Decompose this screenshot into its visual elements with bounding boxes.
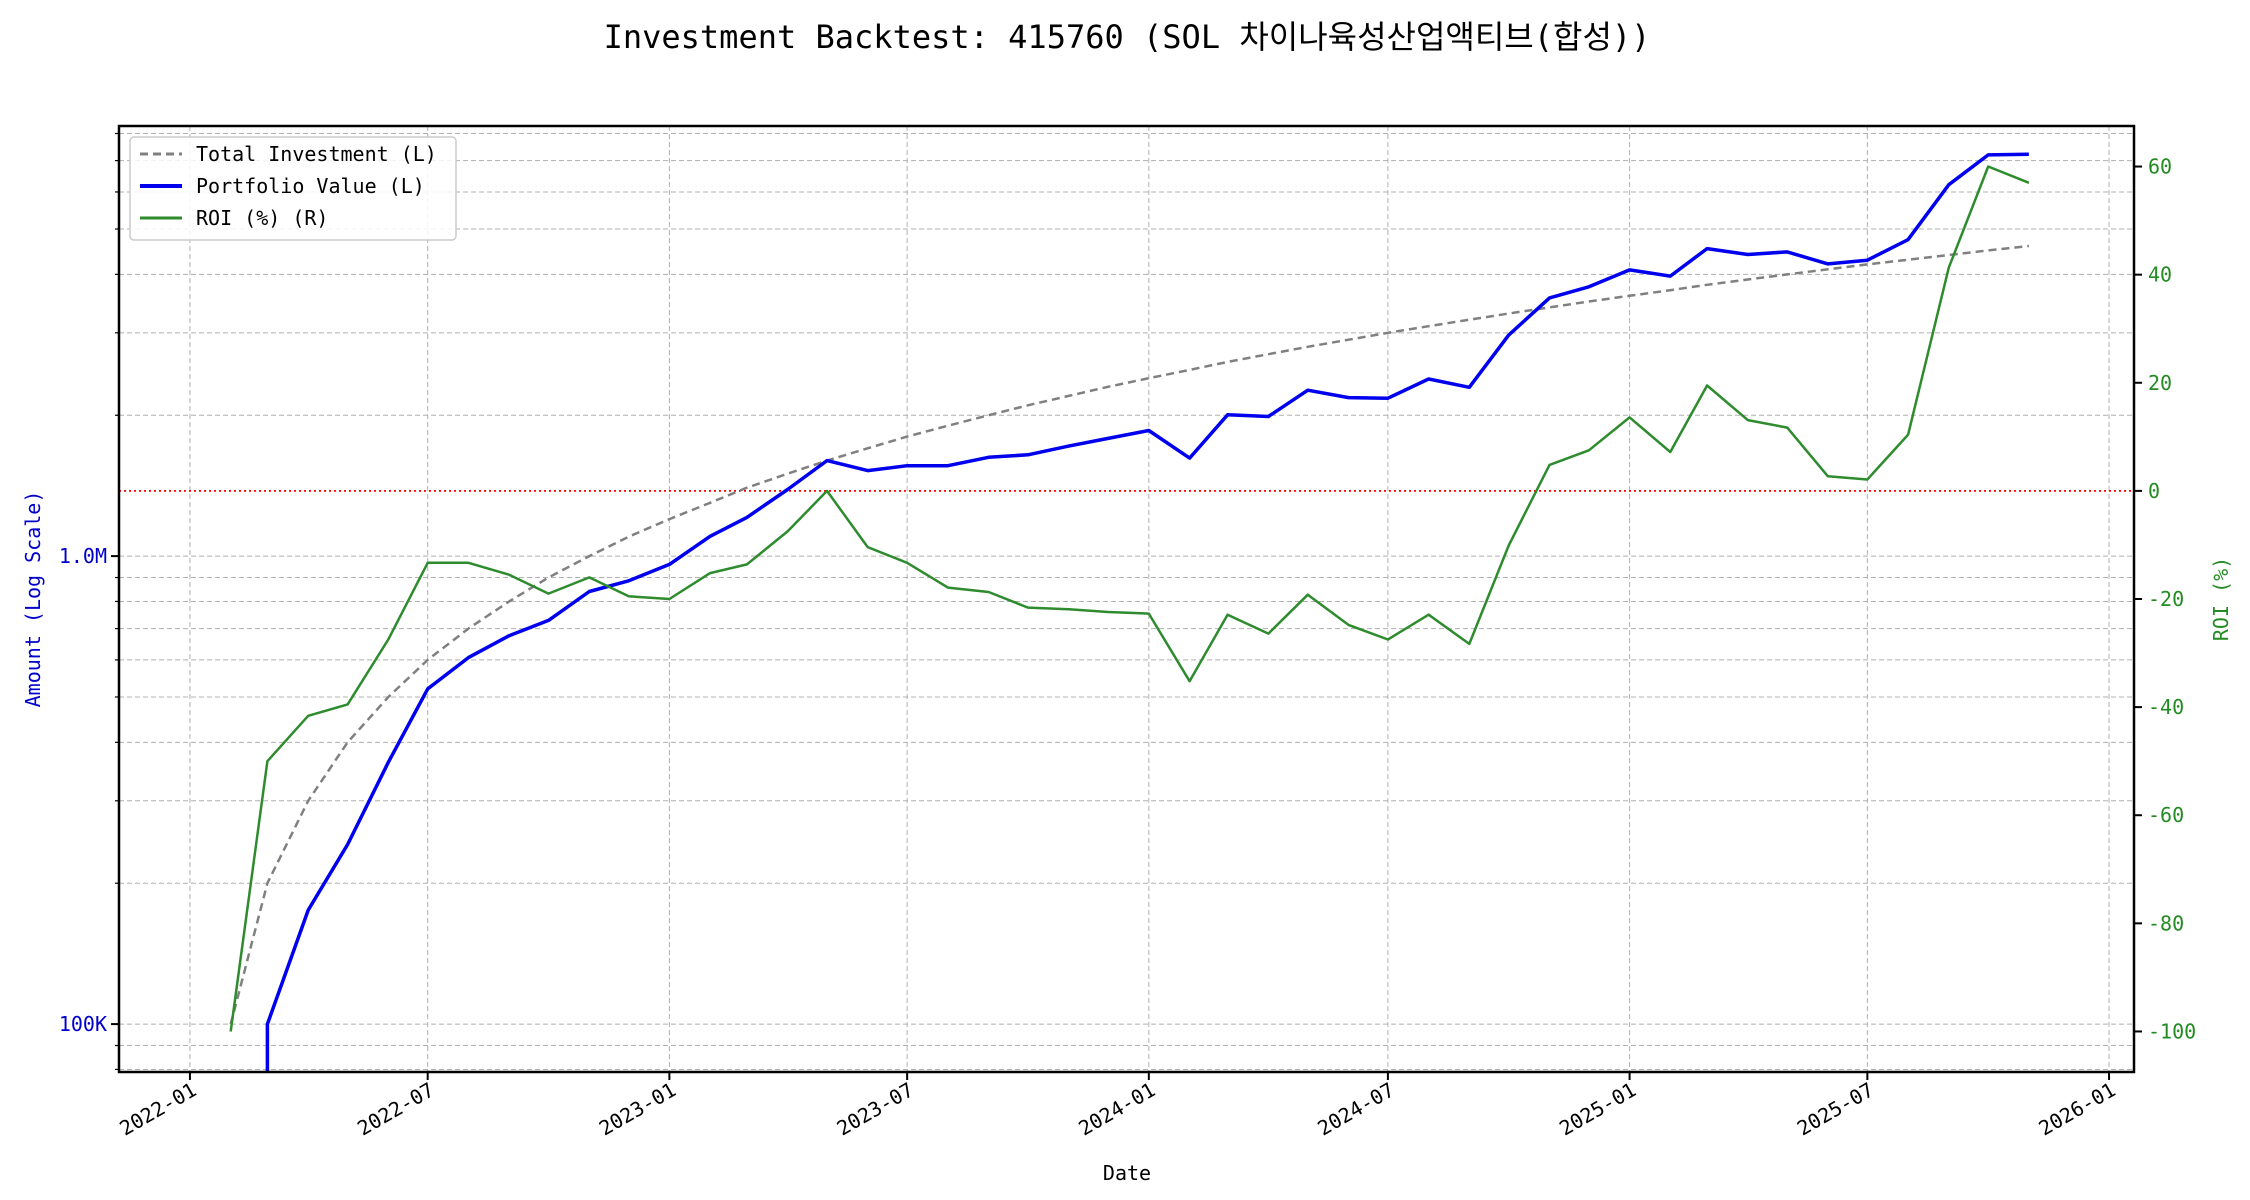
grid (119, 126, 2134, 1072)
legend: Total Investment (L) Portfolio Value (L)… (129, 136, 457, 241)
x-tick-label: 2023-07 (833, 1078, 918, 1141)
legend-label-total-investment: Total Investment (L) (196, 142, 437, 166)
x-tick-label: 2025-07 (1793, 1078, 1878, 1141)
total-investment-line (229, 244, 2030, 1025)
x-tick-label: 2025-01 (1555, 1078, 1640, 1141)
x-tick-label: 2022-01 (115, 1078, 200, 1141)
portfolio-value-line (265, 152, 2029, 1072)
x-tick-label: 2024-01 (1074, 1078, 1159, 1141)
y-right-tick-label: 0 (2148, 479, 2160, 503)
y-right-tick-label: 40 (2148, 263, 2172, 287)
y-right-tick-label: -100 (2148, 1019, 2196, 1043)
y-right-axis-label: ROI (%) (2209, 557, 2233, 641)
y-right-tick-label: 20 (2148, 371, 2172, 395)
x-tick-label: 2023-01 (595, 1078, 680, 1141)
x-tick-label: 2026-01 (2035, 1078, 2120, 1141)
y-left-axis-label: Amount (Log Scale) (21, 491, 45, 708)
y-right-tick-label: -40 (2148, 695, 2184, 719)
x-axis-label: Date (1103, 1161, 1151, 1185)
legend-label-portfolio-value: Portfolio Value (L) (196, 174, 425, 198)
y-right-tick-label: -60 (2148, 803, 2184, 827)
legend-label-roi: ROI (%) (R) (196, 206, 328, 230)
y-right-tick-label: -80 (2148, 911, 2184, 935)
y-left-tick-label: 1.0M (59, 544, 107, 568)
x-tick-label: 2022-07 (353, 1078, 438, 1141)
roi-line (229, 165, 2030, 1032)
axes: 2022-01 2022-07 2023-01 2023-07 2024-01 2024-… (59, 132, 2196, 1141)
y-right-tick-label: 60 (2148, 155, 2172, 179)
y-right-tick-label: -20 (2148, 587, 2184, 611)
x-tick-label: 2024-07 (1313, 1078, 1398, 1141)
plot-frame (117, 124, 2136, 1074)
y-left-tick-label: 100K (59, 1012, 107, 1036)
series-lines (119, 152, 2134, 1072)
chart-title: Investment Backtest: 415760 (SOL 차이나육성산업… (604, 18, 1651, 56)
legend-box (129, 136, 457, 241)
